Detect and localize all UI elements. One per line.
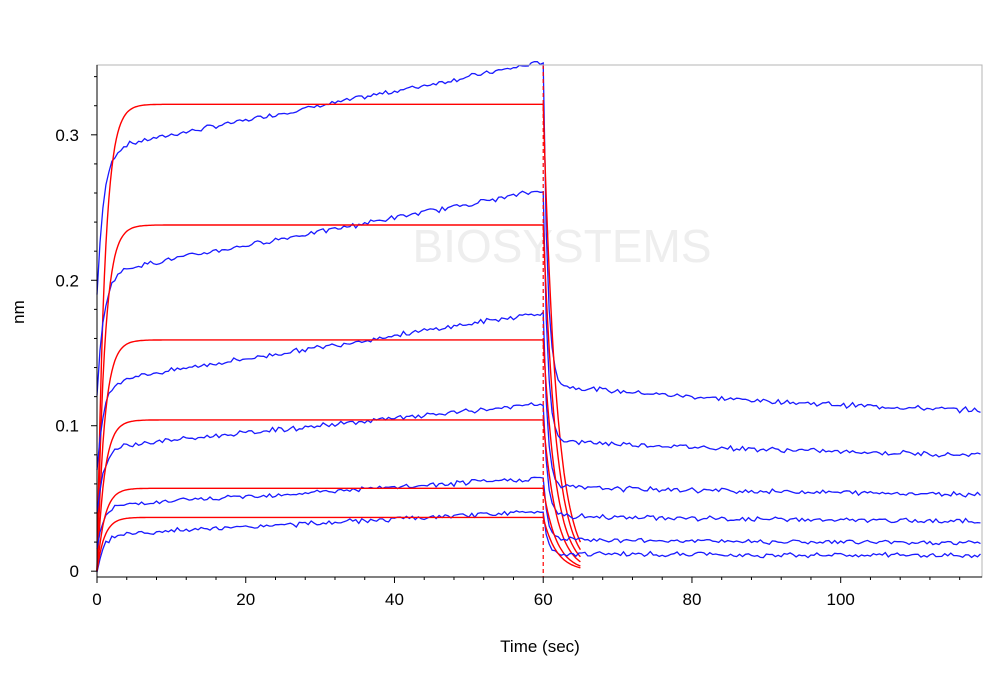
axes-layer: 0 20 40 60 80 100 0 0.1 0.2 0.3 xyxy=(55,76,961,609)
fit-curve-6 xyxy=(96,516,581,572)
fit-curve-5 xyxy=(96,487,581,572)
x-tick-label: 80 xyxy=(682,590,701,609)
y-tick-label: 0 xyxy=(70,562,79,581)
fit-curve-2 xyxy=(96,224,582,572)
measured-curve-1 xyxy=(96,60,981,414)
fit-curve-3 xyxy=(96,339,581,572)
measured-curve-5 xyxy=(96,476,981,549)
plot-layer xyxy=(96,60,981,577)
x-tick-label: 40 xyxy=(385,590,404,609)
x-tick-label: 20 xyxy=(236,590,255,609)
y-tick-label: 0.1 xyxy=(55,417,79,436)
x-tick-label: 60 xyxy=(534,590,553,609)
fit-curve-1 xyxy=(96,103,582,572)
y-tick-label: 0.3 xyxy=(55,126,79,145)
measured-curve-6 xyxy=(96,510,981,573)
fit-curve-4 xyxy=(96,419,581,572)
watermark-text: BIOSYSTEMS xyxy=(412,220,711,272)
measured-curve-4 xyxy=(96,402,981,524)
y-tick-label: 0.2 xyxy=(55,271,79,290)
x-tick-label: 100 xyxy=(827,590,855,609)
x-axis-title: Time (sec) xyxy=(500,637,580,656)
x-tick-label: 0 xyxy=(92,590,101,609)
y-axis-title: nm xyxy=(9,300,28,324)
measured-curve-3 xyxy=(96,310,981,498)
measured-curve-2 xyxy=(96,190,981,458)
plot-frame xyxy=(96,64,983,578)
